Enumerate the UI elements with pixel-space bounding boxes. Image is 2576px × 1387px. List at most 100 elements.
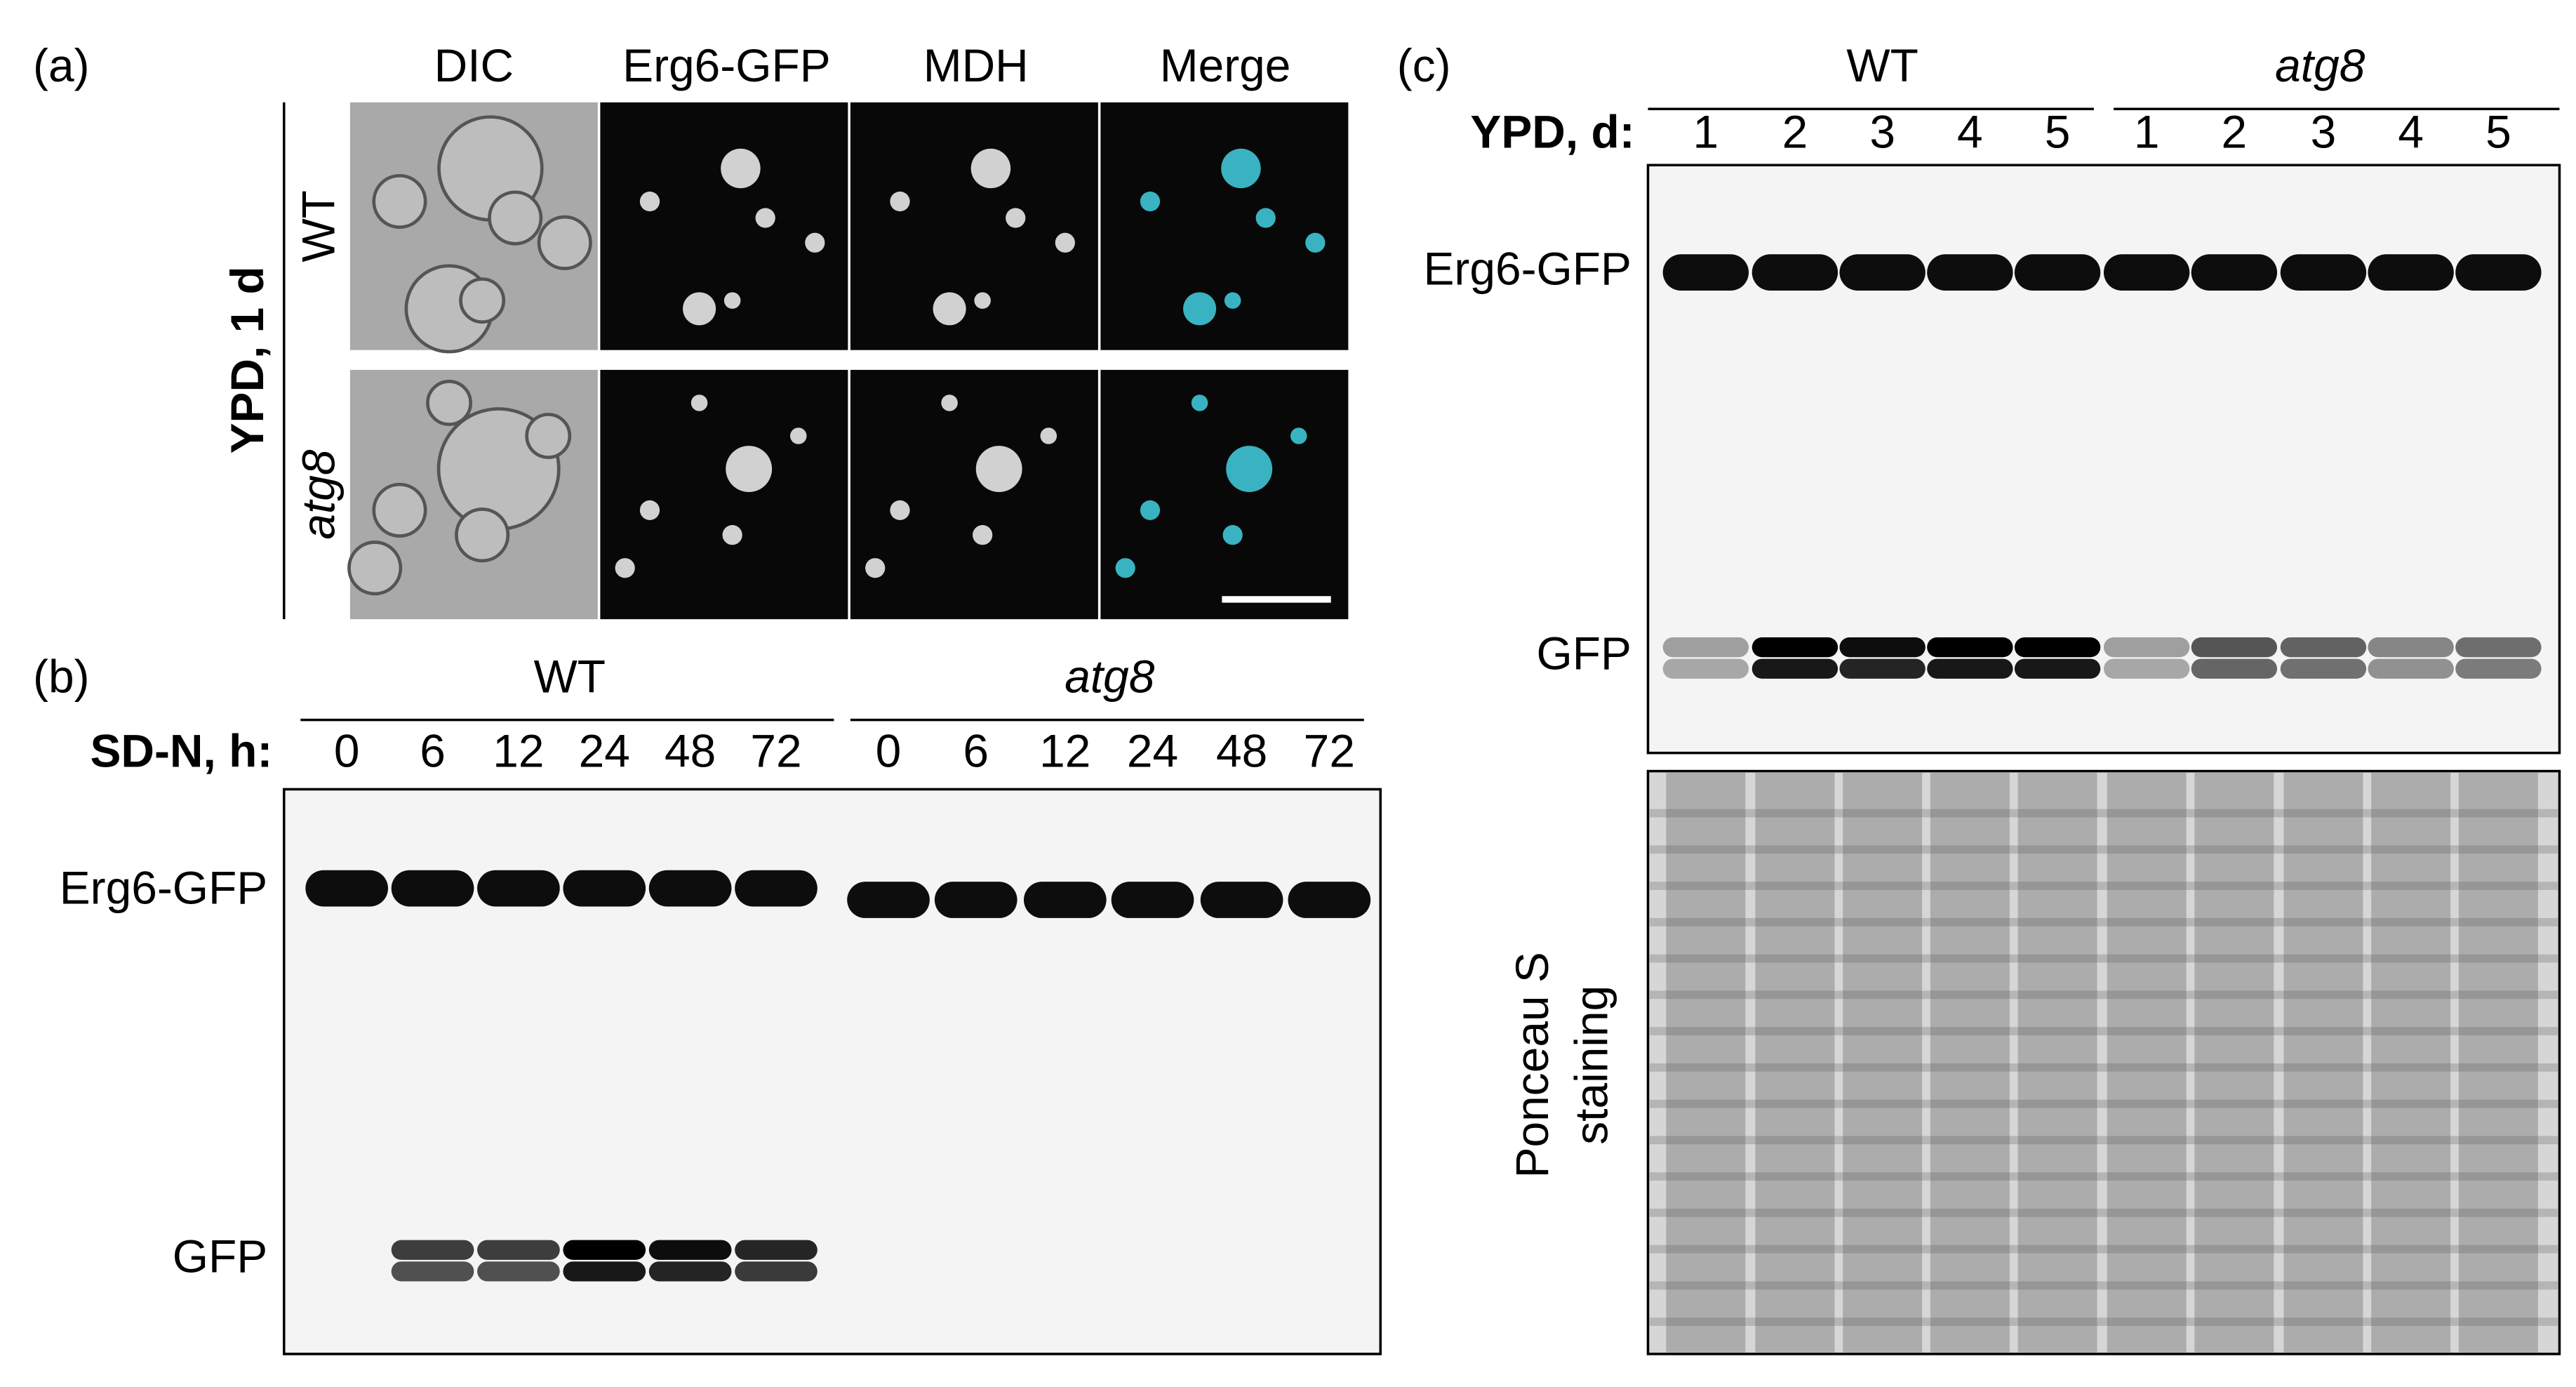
spot	[722, 525, 742, 545]
band	[2368, 658, 2454, 679]
group-label: WT	[534, 651, 606, 703]
band	[2103, 254, 2190, 291]
band	[305, 870, 389, 907]
stain-stripe	[1649, 1063, 2558, 1072]
band	[1927, 658, 2013, 679]
stain-stripe	[1649, 882, 2558, 890]
band	[1839, 658, 1926, 679]
band	[563, 1240, 646, 1260]
lane-label: 72	[1304, 724, 1355, 776]
band	[477, 1240, 560, 1260]
band	[735, 1240, 817, 1260]
spot	[755, 208, 775, 228]
band	[1288, 882, 1371, 918]
band	[648, 1261, 732, 1282]
micrograph	[600, 102, 848, 350]
lane-label: 48	[1216, 724, 1267, 776]
band	[2191, 658, 2278, 679]
lane-label: 5	[2045, 105, 2071, 157]
spot	[1140, 500, 1161, 520]
group-label: atg8	[1065, 651, 1155, 703]
stain-lane	[1843, 772, 1923, 1353]
spot	[1290, 427, 1307, 444]
lane-label: 48	[665, 724, 716, 776]
band	[2014, 637, 2101, 658]
spot	[974, 292, 991, 309]
stain-stripe	[1649, 1281, 2558, 1290]
band	[648, 870, 732, 907]
band	[1200, 882, 1283, 918]
blots	[282, 164, 2561, 1355]
lane-label: 2	[1782, 105, 1808, 157]
band	[563, 870, 646, 907]
band-label: GFP	[1537, 628, 1631, 679]
spot	[970, 148, 1011, 189]
lane-label: 5	[2485, 105, 2511, 157]
column-header: DIC	[434, 39, 514, 91]
band	[1751, 658, 1838, 679]
cell	[488, 190, 543, 246]
spot	[890, 500, 910, 520]
lane-label: 6	[963, 724, 989, 776]
band	[1662, 658, 1749, 679]
stain-stripe	[1649, 1208, 2558, 1217]
band	[2103, 658, 2190, 679]
band-label: GFP	[173, 1230, 267, 1282]
band	[1751, 254, 1838, 291]
micrograph	[1100, 102, 1349, 350]
band	[2455, 254, 2542, 291]
band	[2455, 637, 2542, 658]
spot	[790, 427, 807, 444]
band	[1839, 254, 1926, 291]
panel-label: (b)	[33, 651, 90, 703]
band-label: Erg6-GFP	[1423, 243, 1631, 295]
stain-stripe	[1649, 1099, 2558, 1108]
spot	[723, 292, 741, 309]
band	[2368, 254, 2454, 291]
cell	[537, 215, 592, 270]
spot	[805, 232, 825, 253]
band	[847, 882, 930, 918]
stain-stripe	[1649, 1245, 2558, 1254]
lane-header: SD-N, h:	[90, 724, 272, 776]
panel-label: (c)	[1397, 39, 1451, 91]
band	[2014, 254, 2101, 291]
band	[735, 870, 817, 907]
spot	[1006, 208, 1026, 228]
lane-label: 24	[1127, 724, 1178, 776]
spot	[726, 446, 773, 493]
spot	[1224, 292, 1241, 309]
spot	[1183, 292, 1217, 326]
band	[2280, 658, 2367, 679]
lane-label: 0	[334, 724, 360, 776]
lane-label: 72	[750, 724, 801, 776]
spot	[1226, 446, 1273, 493]
spot	[1191, 394, 1208, 411]
band	[2191, 637, 2278, 658]
band	[563, 1261, 646, 1282]
band	[2455, 658, 2542, 679]
spot	[1040, 427, 1057, 444]
band	[391, 1240, 474, 1260]
column-header: Erg6-GFP	[622, 39, 830, 91]
band	[1023, 882, 1107, 918]
band	[1839, 637, 1926, 658]
lane-label: 6	[420, 724, 446, 776]
spot	[1221, 148, 1261, 189]
band	[2280, 254, 2367, 291]
panel-label: (a)	[33, 39, 90, 91]
spot	[1255, 208, 1276, 228]
lane-label: 1	[1693, 105, 1719, 157]
band	[477, 1261, 560, 1282]
stain-lane	[2458, 772, 2538, 1353]
stain-stripe	[1649, 1136, 2558, 1145]
band	[477, 870, 560, 907]
band	[391, 1261, 474, 1282]
lane-label: 12	[1039, 724, 1090, 776]
lane-label: 0	[876, 724, 902, 776]
spot	[865, 558, 886, 578]
cell	[347, 540, 403, 596]
stain-stripe	[1649, 1172, 2558, 1181]
band-label: Erg6-GFP	[60, 862, 267, 914]
